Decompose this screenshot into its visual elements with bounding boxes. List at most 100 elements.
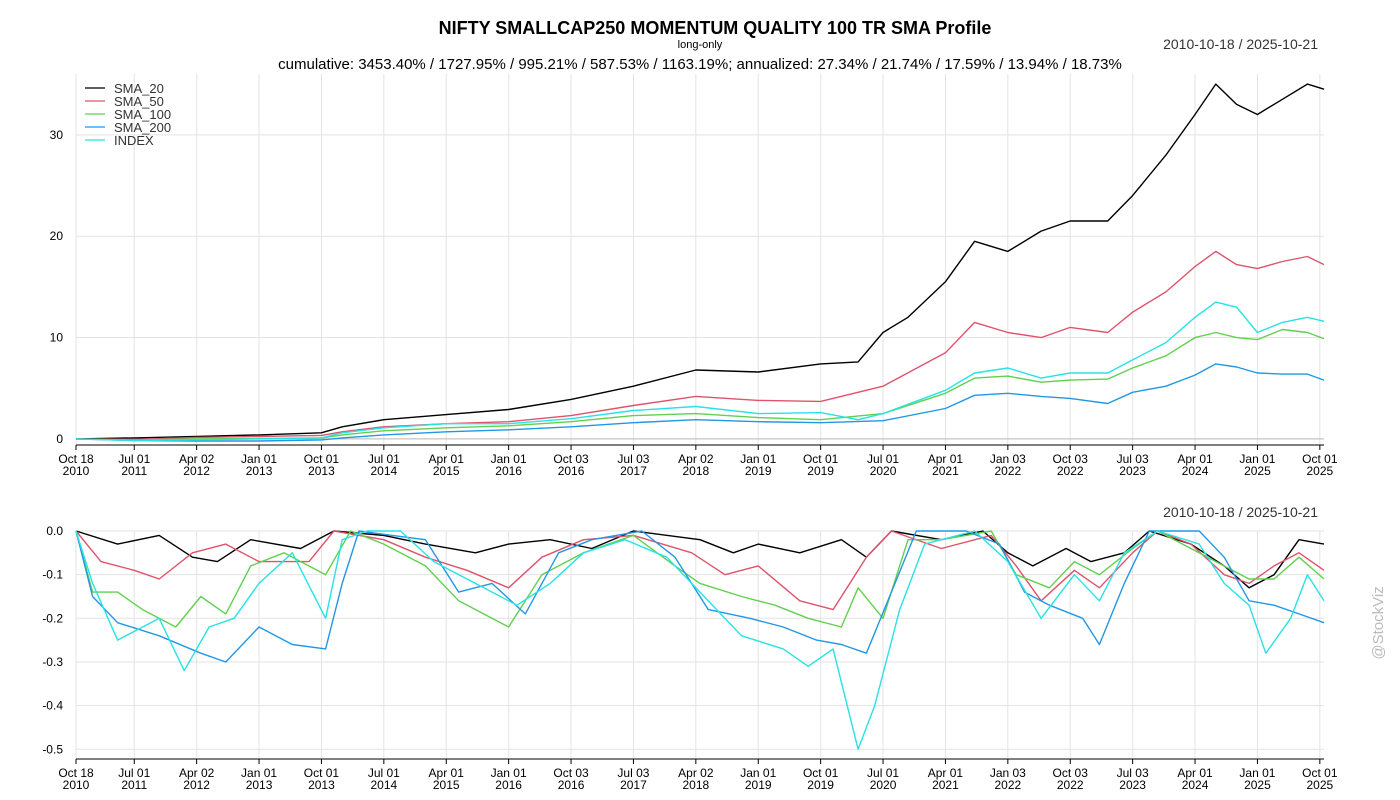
- top-x-tick-year: 2014: [370, 464, 397, 478]
- legend-label-sma-200: SMA_200: [114, 120, 171, 135]
- bottom-x-tick-year: 2019: [807, 778, 834, 792]
- top-x-tick-year: 2015: [433, 464, 460, 478]
- bottom-y-tick-label: 0.0: [46, 524, 63, 538]
- top-series-sma-20: [75, 83, 1325, 440]
- bottom-x-tick-year: 2022: [994, 778, 1021, 792]
- bottom-x-tick-year: 2023: [1119, 778, 1146, 792]
- top-x-tick-year: 2010: [63, 464, 90, 478]
- top-x-tick-year: 2022: [1057, 464, 1084, 478]
- bottom-x-tick-label: Jan 01: [241, 766, 277, 780]
- bottom-x-tick-label: Oct 03: [1053, 766, 1089, 780]
- bottom-x-tick-label: Oct 01: [803, 766, 839, 780]
- performance-stats: cumulative: 3453.40% / 1727.95% / 995.21…: [278, 56, 1122, 73]
- bottom-x-tick-label: Apr 02: [179, 766, 215, 780]
- bottom-x-tick-label: Apr 01: [1177, 766, 1213, 780]
- top-x-tick-label: Oct 03: [1053, 452, 1089, 466]
- bottom-x-tick-label: Jan 01: [491, 766, 527, 780]
- top-x-tick-label: Jul 01: [118, 452, 150, 466]
- top-y-tick-label: 30: [50, 128, 64, 142]
- bottom-x-tick-year: 2014: [370, 778, 397, 792]
- bottom-x-tick-label: Oct 18: [58, 766, 94, 780]
- top-x-tick-year: 2016: [558, 464, 585, 478]
- bottom-y-tick-label: -0.2: [42, 611, 63, 625]
- bottom-x-tick-year: 2013: [246, 778, 273, 792]
- top-series-index: [75, 301, 1325, 442]
- bottom-x-tick-label: Apr 01: [928, 766, 964, 780]
- top-x-tick-year: 2023: [1119, 464, 1146, 478]
- bottom-x-tick-year: 2015: [433, 778, 460, 792]
- top-x-tick-label: Oct 01: [1302, 452, 1338, 466]
- top-y-tick-label: 20: [50, 229, 64, 243]
- top-x-tick-label: Jan 01: [740, 452, 776, 466]
- bottom-x-tick-label: Jan 01: [740, 766, 776, 780]
- bottom-x-tick-label: Jul 01: [368, 766, 400, 780]
- bottom-x-tick-label: Jan 03: [990, 766, 1026, 780]
- top-x-tick-year: 2011: [121, 464, 147, 478]
- bottom-x-tick-label: Jul 01: [867, 766, 899, 780]
- top-x-tick-label: Jul 03: [617, 452, 649, 466]
- chart-title: NIFTY SMALLCAP250 MOMENTUM QUALITY 100 T…: [439, 18, 992, 38]
- bottom-x-tick-label: Oct 01: [304, 766, 340, 780]
- top-x-tick-year: 2021: [932, 464, 959, 478]
- legend-label-index: INDEX: [114, 133, 154, 148]
- top-x-tick-label: Oct 18: [58, 452, 94, 466]
- bottom-x-tick-year: 2016: [558, 778, 585, 792]
- bottom-x-tick-label: Jul 03: [1117, 766, 1149, 780]
- bottom-x-tick-year: 2019: [745, 778, 772, 792]
- top-x-tick-year: 2018: [682, 464, 709, 478]
- top-x-tick-year: 2019: [807, 464, 834, 478]
- top-x-tick-year: 2016: [495, 464, 522, 478]
- bottom-y-tick-label: -0.5: [42, 742, 63, 756]
- top-series-sma-100: [75, 328, 1325, 441]
- bottom-x-tick-year: 2024: [1182, 778, 1209, 792]
- bottom-x-tick-label: Oct 03: [553, 766, 589, 780]
- top-x-tick-year: 2022: [994, 464, 1021, 478]
- chart-subtitle: long-only: [678, 39, 723, 51]
- top-x-tick-label: Apr 01: [928, 452, 964, 466]
- top-x-tick-year: 2020: [870, 464, 897, 478]
- top-x-tick-label: Oct 01: [803, 452, 839, 466]
- bottom-x-tick-year: 2020: [870, 778, 897, 792]
- top-x-tick-label: Jan 01: [1239, 452, 1275, 466]
- bottom-x-tick-year: 2013: [308, 778, 335, 792]
- bottom-y-tick-label: -0.1: [42, 568, 63, 582]
- bottom-x-tick-year: 2022: [1057, 778, 1084, 792]
- bottom-x-tick-label: Jul 01: [118, 766, 150, 780]
- bottom-x-tick-label: Jan 01: [1239, 766, 1275, 780]
- top-x-tick-year: 2024: [1182, 464, 1209, 478]
- bottom-series-sma-20: [75, 530, 1325, 589]
- top-x-tick-year: 2017: [620, 464, 647, 478]
- bottom-y-tick-label: -0.4: [42, 699, 63, 713]
- bottom-x-tick-label: Jul 03: [617, 766, 649, 780]
- bottom-x-tick-year: 2025: [1244, 778, 1271, 792]
- legend-label-sma-20: SMA_20: [114, 81, 164, 96]
- bottom-x-tick-year: 2018: [682, 778, 709, 792]
- top-x-tick-label: Jan 03: [990, 452, 1026, 466]
- bottom-x-tick-year: 2012: [183, 778, 210, 792]
- bottom-x-tick-label: Apr 02: [678, 766, 714, 780]
- bottom-x-tick-year: 2017: [620, 778, 647, 792]
- date-range-top: 2010-10-18 / 2025-10-21: [1163, 36, 1318, 52]
- top-x-tick-year: 2012: [183, 464, 210, 478]
- bottom-x-tick-label: Apr 01: [429, 766, 465, 780]
- top-x-tick-label: Oct 03: [553, 452, 589, 466]
- top-x-tick-label: Jul 01: [368, 452, 400, 466]
- bottom-x-tick-label: Oct 01: [1302, 766, 1338, 780]
- top-x-tick-year: 2025: [1306, 464, 1333, 478]
- top-x-tick-label: Apr 01: [1177, 452, 1213, 466]
- top-x-tick-year: 2013: [246, 464, 273, 478]
- top-x-tick-year: 2025: [1244, 464, 1271, 478]
- top-x-tick-year: 2013: [308, 464, 335, 478]
- top-x-tick-year: 2019: [745, 464, 772, 478]
- top-x-tick-label: Jan 01: [491, 452, 527, 466]
- bottom-y-tick-label: -0.3: [42, 655, 63, 669]
- watermark: @StockViz: [1370, 586, 1387, 659]
- top-series-sma-50: [75, 250, 1325, 441]
- bottom-x-tick-year: 2016: [495, 778, 522, 792]
- bottom-series-sma-200: [75, 530, 1325, 663]
- date-range-bottom: 2010-10-18 / 2025-10-21: [1163, 504, 1318, 520]
- top-x-tick-label: Oct 01: [304, 452, 340, 466]
